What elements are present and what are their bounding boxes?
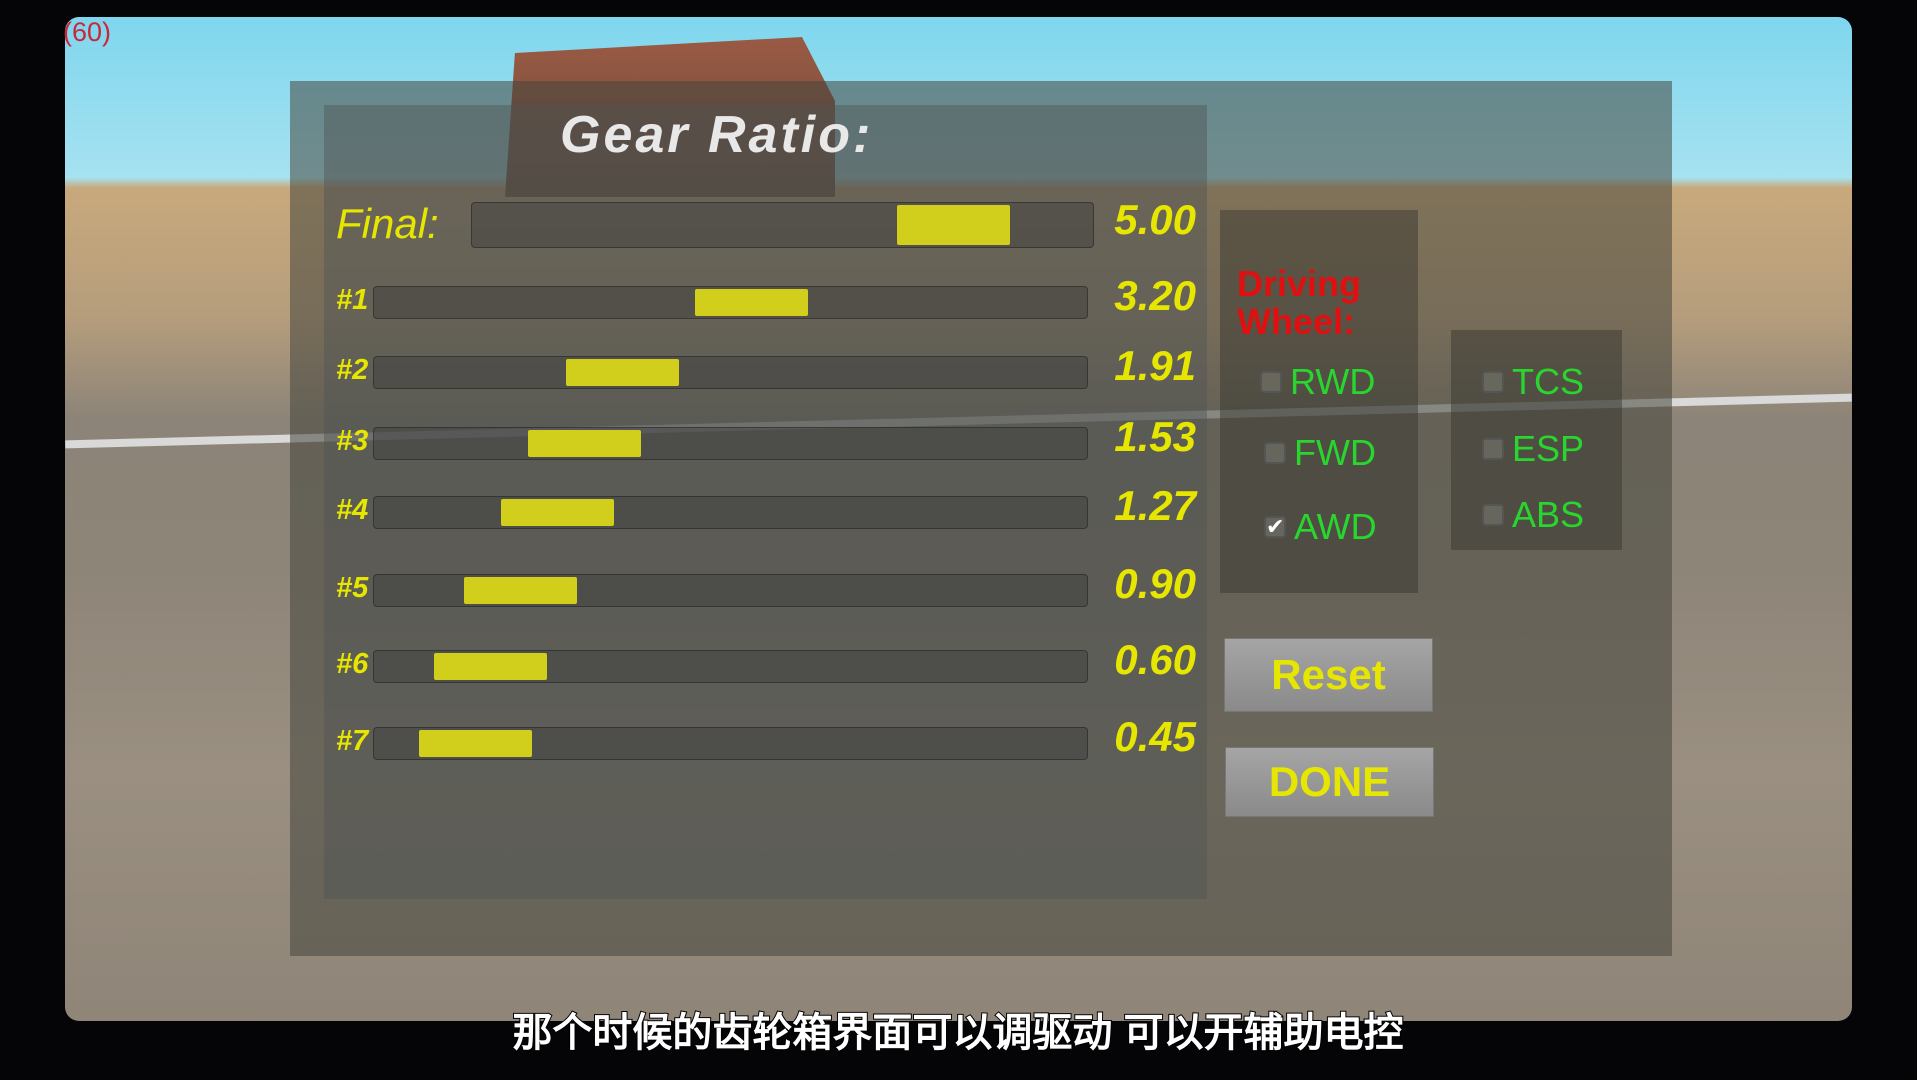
gear-value: 3.20 (1114, 272, 1196, 319)
gear-value: 1.91 (1114, 342, 1196, 389)
driving-wheel-heading: Driving Wheel: (1237, 263, 1362, 342)
slider-thumb[interactable] (897, 205, 1010, 245)
assist-toggle-abs[interactable]: ABS (1482, 494, 1584, 536)
gear-label: #7 (336, 725, 369, 757)
slider-thumb[interactable] (434, 653, 548, 680)
gear-label: #4 (336, 494, 369, 526)
slider-thumb[interactable] (565, 359, 679, 386)
video-subtitle: 那个时候的齿轮箱界面可以调驱动 可以开辅助电控 (511, 1010, 1404, 1056)
drive-option-fwd[interactable]: FWD (1264, 432, 1376, 474)
assist-toggle-tcs[interactable]: TCS (1482, 361, 1584, 403)
gear-ratio-slider[interactable] (373, 427, 1088, 460)
gear-value: 1.53 (1114, 413, 1196, 460)
gear-ratio-slider[interactable] (373, 650, 1088, 683)
gear-label: #6 (336, 648, 369, 680)
done-button[interactable]: DONE (1225, 747, 1434, 817)
gear-value: 1.27 (1114, 482, 1196, 529)
assists-group (1451, 330, 1622, 550)
slider-thumb[interactable] (501, 499, 615, 526)
checkbox-icon[interactable] (1482, 438, 1504, 460)
drive-option-awd[interactable]: ✔ AWD (1264, 506, 1377, 547)
slider-thumb[interactable] (464, 577, 578, 604)
driving-wheel-group (1220, 210, 1418, 593)
fps-counter: (60) (63, 17, 112, 47)
checkbox-icon[interactable] (1264, 442, 1286, 464)
assist-toggle-esp[interactable]: ESP (1482, 428, 1584, 470)
drive-option-rwd[interactable]: RWD (1260, 361, 1375, 403)
final-ratio-slider[interactable] (471, 202, 1094, 248)
checkbox-icon[interactable]: ✔ (1264, 514, 1286, 539)
gear-label: #1 (336, 284, 369, 316)
gear-ratio-slider[interactable] (373, 574, 1088, 607)
checkbox-icon[interactable] (1260, 371, 1282, 393)
gear-value: 0.90 (1114, 560, 1196, 607)
slider-thumb[interactable] (695, 289, 809, 316)
gear-label: #5 (336, 572, 369, 604)
gear-ratio-slider[interactable] (373, 496, 1088, 529)
final-value: 5.00 (1114, 196, 1196, 243)
reset-button[interactable]: Reset (1224, 638, 1433, 712)
gear-ratio-title: Gear Ratio: (560, 106, 874, 164)
checkbox-icon[interactable] (1482, 371, 1504, 393)
gear-label: #2 (336, 354, 369, 386)
checkbox-icon[interactable] (1482, 504, 1504, 526)
final-label: Final: (336, 200, 439, 247)
gear-label: #3 (336, 425, 369, 457)
gear-ratio-slider[interactable] (373, 356, 1088, 389)
gear-ratio-slider[interactable] (373, 727, 1088, 760)
gear-value: 0.45 (1114, 713, 1196, 760)
gear-value: 0.60 (1114, 636, 1196, 683)
gear-ratio-slider[interactable] (373, 286, 1088, 319)
slider-thumb[interactable] (527, 430, 641, 457)
slider-thumb[interactable] (419, 730, 533, 757)
